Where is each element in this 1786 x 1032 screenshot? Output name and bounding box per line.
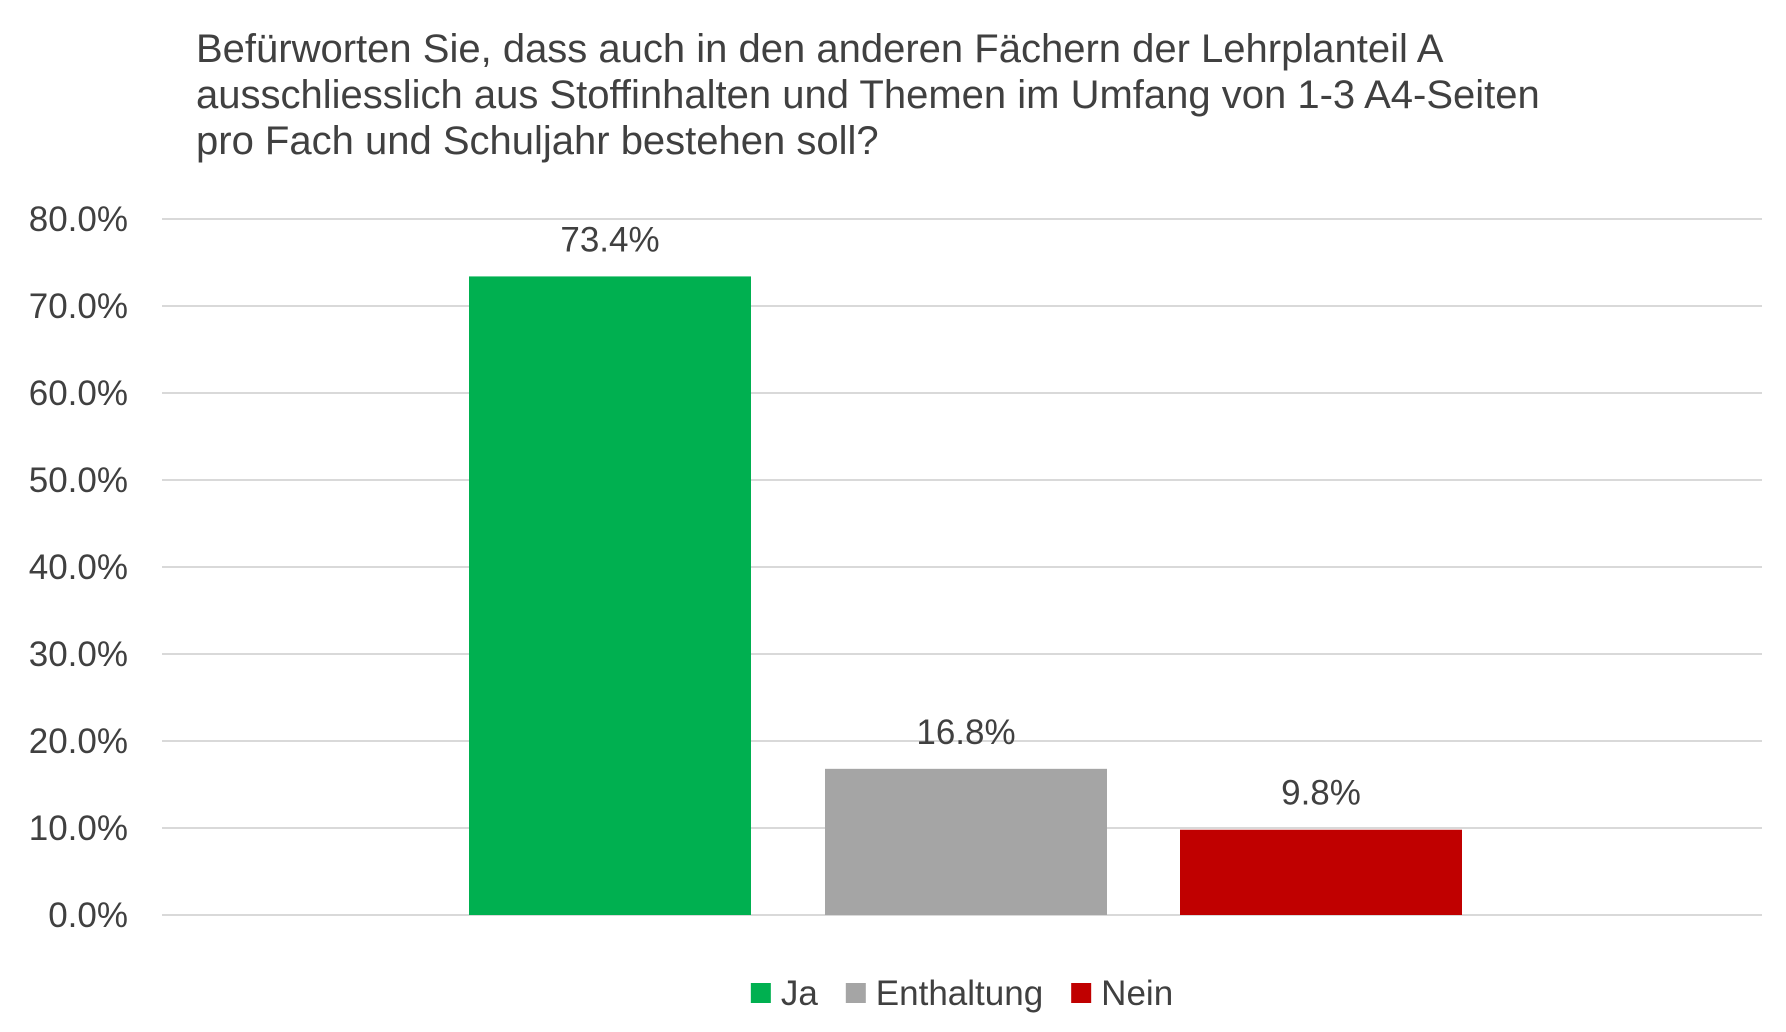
y-tick-label: 20.0% [29, 722, 128, 761]
legend-swatch [750, 983, 771, 1003]
y-tick-label: 0.0% [48, 896, 128, 935]
y-tick-label: 70.0% [29, 287, 128, 326]
y-axis-tick-labels: 0.0% 10.0% 20.0% 30.0% 40.0% 50.0% 60.0% 70.0% 8… [29, 200, 128, 935]
data-label: 73.4% [560, 220, 659, 259]
bars [469, 276, 1462, 915]
data-label: 16.8% [916, 713, 1015, 752]
y-tick-label: 10.0% [29, 809, 128, 848]
legend-label: Nein [1101, 974, 1173, 1013]
y-tick-label: 30.0% [29, 635, 128, 674]
y-tick-label: 50.0% [29, 461, 128, 500]
legend-item: Enthaltung [845, 974, 1043, 1013]
chart-title-line: ausschliesslich aus Stoffinhalten und Th… [196, 73, 1540, 117]
legend-swatch [1071, 983, 1092, 1003]
legend-swatch [845, 983, 866, 1003]
legend-item: Nein [1071, 974, 1173, 1013]
bar-nein [1180, 829, 1462, 915]
legend: Ja Enthaltung Nein [750, 974, 1173, 1013]
chart-title: Befürworten Sie, dass auch in den andere… [196, 27, 1540, 163]
gridlines [162, 218, 1762, 916]
data-label: 9.8% [1281, 774, 1361, 813]
y-tick-label: 40.0% [29, 548, 128, 587]
chart-title-line: Befürworten Sie, dass auch in den andere… [196, 27, 1444, 71]
data-labels: 73.4% 16.8% 9.8% [560, 220, 1361, 812]
y-tick-label: 60.0% [29, 374, 128, 413]
chart-title-line: pro Fach und Schuljahr bestehen soll? [196, 119, 879, 163]
y-tick-label: 80.0% [29, 200, 128, 239]
legend-item: Ja [750, 974, 819, 1013]
bar-enthaltung [825, 768, 1107, 915]
legend-label: Ja [781, 974, 819, 1013]
bar-ja [469, 276, 751, 915]
legend-label: Enthaltung [876, 974, 1043, 1013]
